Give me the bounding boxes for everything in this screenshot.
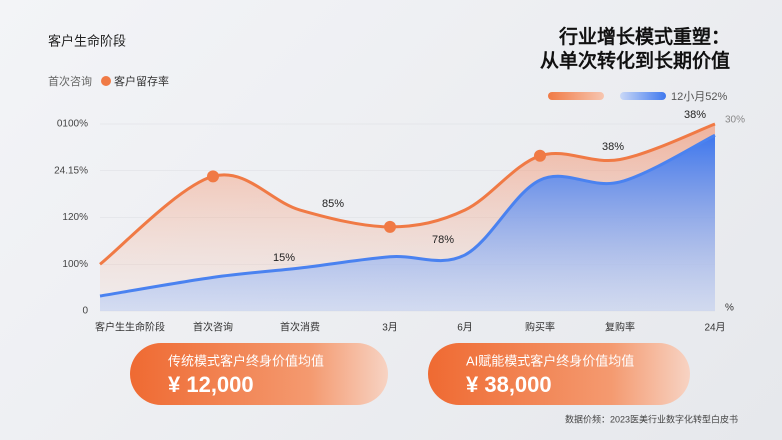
x-tick-label: 6月: [457, 322, 473, 334]
y-tick-label: 120%: [62, 212, 88, 223]
y-tick-label: 0: [82, 306, 88, 317]
legend-note: 12小月52%: [671, 90, 727, 103]
annotation: 15%: [273, 252, 295, 264]
legend-bar: [548, 92, 604, 100]
annotation: 38%: [602, 141, 624, 153]
card-value: ¥ 12,000: [168, 372, 254, 397]
card: AI赋能模式客户终身价值均值 ¥ 38,000: [428, 343, 690, 405]
legend-label: 客户留存率: [114, 74, 169, 88]
x-tick-label: 首次消费: [280, 321, 320, 334]
y2-label: %: [725, 303, 734, 314]
marker: [207, 170, 219, 183]
legend-bar: [620, 92, 666, 100]
x-tick-label: 客户生生命阶段: [95, 321, 165, 334]
y2-label: 30%: [725, 115, 745, 126]
card-value: ¥ 38,000: [466, 372, 552, 397]
annotation: 38%: [684, 109, 706, 121]
card-title: AI赋能模式客户终身价值均值: [466, 353, 634, 368]
marker: [384, 220, 396, 233]
marker: [534, 149, 546, 162]
x-tick-label: 购买率: [525, 321, 555, 334]
title: 行业增长模式重塑：: [558, 25, 730, 48]
line: [99, 133, 716, 298]
x-tick-label: 3月: [382, 322, 398, 334]
annotation: 78%: [432, 234, 454, 246]
legend-marker: [101, 76, 111, 86]
card: 传统模式客户终身价值均值 ¥ 12,000: [130, 343, 388, 405]
y-tick-label: 0100%: [57, 119, 88, 130]
title: 从单次转化到长期价值: [540, 49, 730, 72]
area: [100, 135, 715, 311]
card-bg: [428, 343, 690, 405]
x-tick-label: 首次咨询: [193, 321, 233, 334]
card-bg: [130, 343, 388, 405]
legend-label: 首次咨询: [48, 74, 92, 88]
card-title: 传统模式客户终身价值均值: [168, 353, 324, 368]
annotation: 85%: [322, 198, 344, 210]
x-tick-label: 复购率: [605, 321, 635, 334]
y-tick-label: 24.15%: [54, 165, 88, 176]
x-tick-label: 24月: [704, 322, 725, 334]
y-tick-label: 100%: [62, 259, 88, 270]
source: 数据价频：2023医美行业数字化转型白皮书: [565, 413, 738, 424]
subtitle: 客户生命阶段: [48, 33, 126, 48]
